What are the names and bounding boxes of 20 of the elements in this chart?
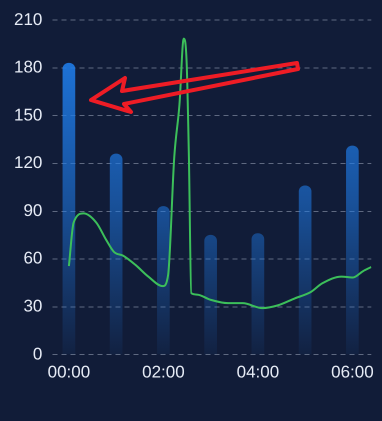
bar bbox=[62, 62, 76, 354]
bar bbox=[110, 154, 122, 354]
bar bbox=[298, 185, 312, 354]
y-tick-label: 210 bbox=[14, 10, 42, 29]
bar bbox=[204, 234, 217, 354]
y-tick-label: 30 bbox=[23, 296, 42, 316]
x-tick-label: 00:00 bbox=[48, 362, 90, 382]
bar bbox=[346, 146, 359, 354]
y-tick-label: 60 bbox=[23, 248, 42, 268]
bar bbox=[252, 233, 264, 354]
y-tick-label: 120 bbox=[14, 153, 42, 172]
y-tick-label: 150 bbox=[14, 105, 42, 124]
x-tick-label: 04:00 bbox=[236, 362, 280, 382]
y-tick-label: 0 bbox=[32, 344, 42, 364]
x-tick-label: 02:00 bbox=[142, 362, 185, 382]
y-tick-label: 180 bbox=[14, 58, 42, 77]
line-series bbox=[68, 38, 372, 310]
y-tick-label: 90 bbox=[23, 200, 42, 220]
bar bbox=[157, 206, 170, 354]
x-tick-label: 06:00 bbox=[331, 362, 374, 382]
